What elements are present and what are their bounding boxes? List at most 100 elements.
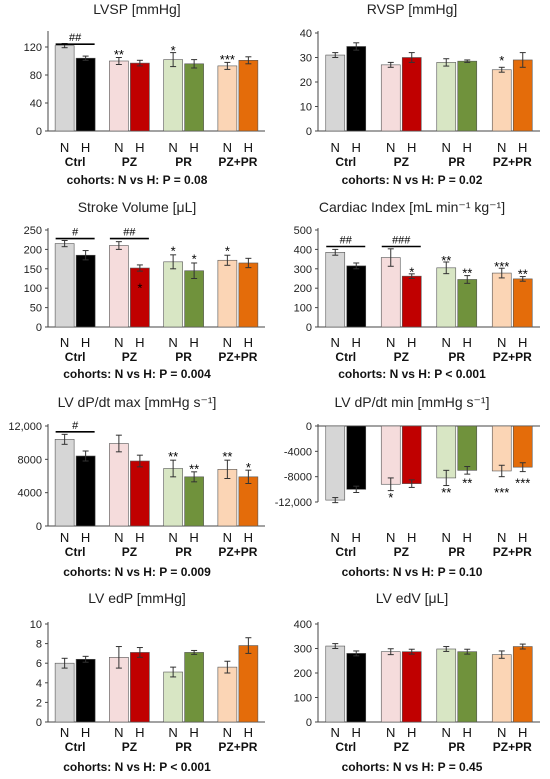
bar-PZ-H (130, 267, 150, 328)
bar-label-H: H (407, 335, 416, 350)
group-label: PZ (394, 740, 409, 754)
bar-Ctrl-H (75, 57, 96, 132)
bar-label-N: N (331, 725, 340, 740)
y-tick-label: 200 (294, 283, 312, 295)
y-tick-label: 30 (300, 53, 312, 65)
group-label: PZ+PR (493, 155, 532, 169)
bar-PZ+PR-N (217, 666, 238, 723)
bar-label-N: N (442, 140, 451, 155)
significance-mark: * (171, 43, 176, 58)
group-label: PZ (394, 155, 409, 169)
significance-mark: ** (441, 253, 451, 268)
cohort-stat: cohorts: N vs H: P < 0.001 (63, 760, 211, 774)
significance-mark: * (171, 244, 176, 259)
group-label: Ctrl (335, 545, 356, 559)
group-label: Ctrl (335, 350, 356, 364)
y-tick-label: 10 (300, 102, 312, 114)
bar-label-H: H (189, 335, 198, 350)
bar-label-H: H (81, 140, 90, 155)
group-label: PZ+PR (218, 350, 257, 364)
group-label: PR (448, 350, 465, 364)
bar-PZ+PR-H (512, 278, 533, 328)
bar-label-H: H (81, 530, 90, 545)
bar-label-N: N (331, 530, 340, 545)
bar-PZ-H (401, 425, 422, 484)
bar-label-H: H (81, 725, 90, 740)
bar-label-H: H (518, 725, 527, 740)
group-label: PZ (122, 350, 137, 364)
significance-mark: ### (392, 234, 411, 246)
bar-label-N: N (497, 530, 506, 545)
group-label: PR (448, 740, 465, 754)
bar-label-N: N (497, 335, 506, 350)
bar-label-N: N (331, 140, 340, 155)
y-tick-label: 6 (36, 658, 42, 670)
significance-mark: *** (494, 259, 509, 274)
bar-PZ+PR-H (238, 59, 259, 132)
significance-mark: ** (222, 449, 232, 464)
bar-PZ-N (380, 425, 401, 485)
group-label: PR (175, 350, 192, 364)
bar-Ctrl-N (54, 243, 75, 328)
y-tick-label: 4 (36, 678, 42, 690)
y-tick-label: 2 (36, 697, 42, 709)
significance-mark: * (192, 252, 197, 267)
group-label: PR (175, 155, 192, 169)
significance-mark: * (388, 490, 393, 505)
bar-label-H: H (518, 530, 527, 545)
bar-label-N: N (386, 335, 395, 350)
group-label: Ctrl (65, 545, 86, 559)
bar-PZ+PR-N (491, 425, 512, 472)
bar-label-H: H (352, 335, 361, 350)
bar-label-H: H (81, 335, 90, 350)
group-label: PZ (394, 350, 409, 364)
bar-PZ-H (401, 275, 422, 328)
bar-label-N: N (442, 335, 451, 350)
significance-mark: ## (69, 32, 82, 44)
significance-mark: * (225, 244, 230, 259)
group-label: PZ+PR (218, 545, 257, 559)
bar-PZ-H (401, 57, 422, 132)
significance-mark: * (137, 280, 142, 295)
bar-label-H: H (135, 140, 144, 155)
group-label: PZ+PR (493, 740, 532, 754)
group-label: Ctrl (335, 740, 356, 754)
cohort-stat: cohorts: N vs H: P = 0.02 (342, 173, 483, 187)
group-label: PZ+PR (493, 545, 532, 559)
bar-Ctrl-N (54, 45, 75, 132)
significance-mark: *** (494, 485, 509, 500)
bar-Ctrl-H (346, 425, 367, 490)
bar-label-H: H (352, 725, 361, 740)
bar-label-N: N (331, 335, 340, 350)
significance-mark: ** (189, 462, 199, 477)
bar-PZ-N (380, 651, 401, 723)
significance-mark: ** (462, 266, 472, 281)
significance-mark: ** (168, 449, 178, 464)
bar-PZ+PR-N (491, 654, 512, 723)
bar-label-N: N (442, 725, 451, 740)
bar-PR-N (163, 59, 183, 132)
group-label: PZ+PR (218, 740, 257, 754)
bar-PZ-N (109, 60, 129, 132)
cohort-stat: cohorts: N vs H: P = 0.10 (342, 565, 483, 579)
bar-PZ-H (130, 652, 150, 723)
bar-PR-H (457, 279, 478, 328)
significance-mark: *** (220, 52, 235, 67)
cohort-stat: cohorts: N vs H: P = 0.004 (63, 367, 211, 381)
bar-label-H: H (463, 530, 472, 545)
significance-mark: # (72, 420, 79, 432)
y-tick-label: 200 (24, 244, 42, 256)
y-tick-label: 300 (294, 264, 312, 276)
bar-PR-N (163, 261, 183, 328)
bar-Ctrl-N (325, 252, 346, 328)
significance-mark: ** (518, 267, 528, 282)
group-label: PZ (122, 545, 137, 559)
bar-PZ-N (109, 443, 129, 527)
bar-label-H: H (244, 530, 253, 545)
bar-PZ+PR-H (238, 262, 259, 328)
bar-label-H: H (135, 530, 144, 545)
y-tick-label: 0 (36, 717, 42, 729)
bar-label-N: N (114, 335, 123, 350)
